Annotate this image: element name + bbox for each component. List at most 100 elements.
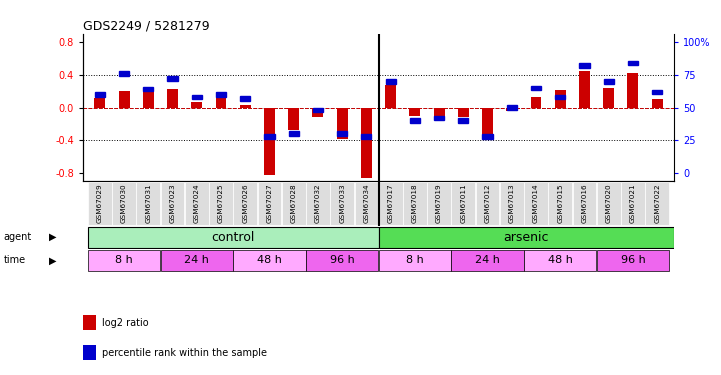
Bar	[361, 108, 372, 178]
Text: GSM67019: GSM67019	[436, 184, 442, 223]
Bar	[361, 134, 371, 139]
Bar	[216, 95, 226, 108]
Bar	[143, 90, 154, 108]
Bar	[88, 226, 379, 248]
Text: percentile rank within the sample: percentile rank within the sample	[102, 348, 267, 357]
Text: GSM67016: GSM67016	[581, 184, 588, 223]
Text: GSM67018: GSM67018	[412, 184, 418, 223]
Text: GSM67020: GSM67020	[606, 184, 611, 223]
Text: ▶: ▶	[49, 255, 56, 265]
Bar	[579, 70, 590, 108]
Bar	[306, 182, 329, 225]
Bar	[88, 182, 112, 225]
Bar	[524, 182, 548, 225]
Bar	[652, 99, 663, 108]
Text: agent: agent	[4, 232, 32, 242]
Text: 48 h: 48 h	[548, 255, 572, 265]
Bar	[119, 71, 129, 76]
Bar	[603, 88, 614, 108]
Text: 24 h: 24 h	[475, 255, 500, 265]
Bar	[628, 61, 638, 65]
Bar	[410, 108, 420, 116]
Bar	[209, 182, 233, 225]
Text: control: control	[211, 231, 255, 244]
Bar	[476, 182, 500, 225]
Bar	[257, 182, 281, 225]
Bar	[379, 182, 402, 225]
Bar	[330, 182, 354, 225]
Bar	[337, 132, 348, 136]
Bar	[597, 250, 669, 271]
Text: GSM67031: GSM67031	[146, 184, 151, 223]
Bar	[580, 63, 590, 68]
Bar	[482, 108, 493, 135]
Bar	[524, 250, 596, 271]
Bar	[234, 250, 306, 271]
Bar	[192, 95, 202, 99]
Bar	[240, 96, 250, 100]
Text: GSM67030: GSM67030	[121, 184, 127, 223]
Bar	[379, 226, 674, 248]
Text: GSM67026: GSM67026	[242, 184, 248, 223]
Text: GSM67024: GSM67024	[194, 184, 200, 223]
Text: 8 h: 8 h	[115, 255, 133, 265]
Text: GSM67022: GSM67022	[654, 184, 660, 223]
Bar	[572, 182, 596, 225]
Bar	[428, 182, 451, 225]
Bar	[191, 102, 203, 108]
Bar	[603, 79, 614, 84]
Bar	[621, 182, 645, 225]
Bar	[167, 90, 178, 108]
Bar	[143, 87, 154, 92]
Bar	[240, 105, 251, 108]
Bar	[507, 105, 517, 110]
Text: GSM67025: GSM67025	[218, 184, 224, 223]
Bar	[119, 91, 130, 108]
Bar	[386, 79, 396, 84]
Bar	[531, 97, 541, 108]
Text: GSM67013: GSM67013	[509, 184, 515, 223]
Bar	[451, 182, 475, 225]
Text: ▶: ▶	[49, 232, 56, 242]
Text: 24 h: 24 h	[185, 255, 209, 265]
Text: GSM67032: GSM67032	[315, 184, 321, 223]
Text: 96 h: 96 h	[329, 255, 355, 265]
Text: GDS2249 / 5281279: GDS2249 / 5281279	[83, 20, 210, 33]
Bar	[500, 182, 523, 225]
Text: GSM67011: GSM67011	[460, 184, 466, 223]
Bar	[410, 118, 420, 123]
Bar	[459, 118, 469, 123]
Text: GSM67029: GSM67029	[97, 184, 103, 223]
Text: GSM67028: GSM67028	[291, 184, 297, 223]
Text: GSM67023: GSM67023	[169, 184, 176, 223]
Text: 8 h: 8 h	[406, 255, 424, 265]
Bar	[385, 84, 396, 108]
Bar	[264, 108, 275, 175]
Text: time: time	[4, 255, 26, 265]
Bar	[554, 90, 566, 108]
Bar	[161, 250, 233, 271]
Bar	[531, 86, 541, 90]
Bar	[94, 92, 105, 97]
Bar	[337, 108, 348, 139]
Bar	[88, 250, 160, 271]
Bar	[645, 182, 669, 225]
Bar	[216, 92, 226, 97]
Text: GSM67021: GSM67021	[630, 184, 636, 223]
Bar	[161, 182, 185, 225]
Text: log2 ratio: log2 ratio	[102, 318, 149, 327]
Bar	[549, 182, 572, 225]
Bar	[451, 250, 523, 271]
Text: 48 h: 48 h	[257, 255, 282, 265]
Bar	[458, 108, 469, 117]
Bar	[288, 108, 299, 130]
Bar	[627, 73, 638, 108]
Bar	[312, 108, 324, 117]
Text: GSM67014: GSM67014	[533, 184, 539, 223]
Bar	[112, 182, 136, 225]
Text: GSM67033: GSM67033	[339, 184, 345, 223]
Bar	[597, 182, 621, 225]
Bar	[652, 90, 663, 94]
Bar	[167, 76, 177, 81]
Bar	[94, 98, 105, 108]
